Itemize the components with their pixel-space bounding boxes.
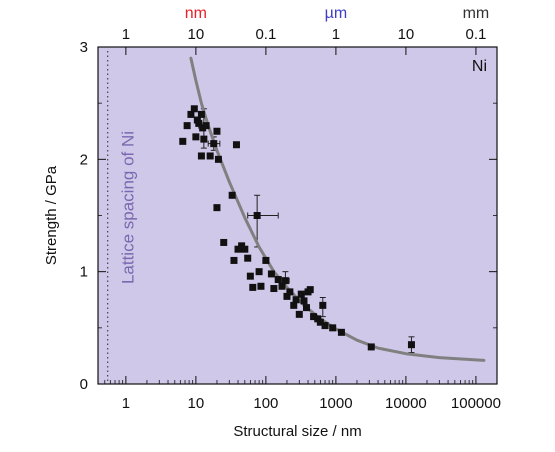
data-point-35 [281,277,289,285]
data-point-38 [290,301,298,309]
x-tick-label-10: 10 [188,395,205,412]
data-point-25 [246,272,254,280]
data-point-2 [187,110,195,118]
data-point-3 [190,105,198,113]
data-point-34 [278,282,286,290]
x-tick-label-100: 100 [253,395,278,412]
data-point-41 [297,290,305,298]
top-units: nm µm mm [185,5,489,22]
data-point-14 [213,127,221,135]
data-point-6 [195,119,203,127]
error-bar-2 [247,194,279,248]
data-point-48 [316,318,324,326]
ni-label: Ni [472,58,487,75]
y-tick-label-0: 0 [80,376,88,393]
data-point-45 [306,286,314,294]
data-point-42 [300,297,308,305]
data-point-18 [213,204,221,212]
top-tick-label-0: 1 [122,26,130,43]
data-point-23 [241,245,249,253]
data-point-51 [329,324,337,332]
top-ticks: 1 10 0.1 1 10 0.1 [122,26,486,55]
data-point-30 [262,256,270,264]
data-point-20 [230,256,238,264]
x-tick-label-1000: 1000 [319,395,352,412]
data-point-46 [310,313,318,321]
data-points [179,105,415,351]
data-point-26 [249,283,257,291]
top-tick-label-3: 1 [332,26,340,43]
x-ticks: 1 10 100 1000 10000 100000 [104,376,501,412]
y-axis-label: Strength / GPa [43,165,60,265]
data-point-29 [257,282,265,290]
top-unit-nm: nm [185,5,207,22]
data-point-50 [321,322,329,330]
data-point-21 [234,245,242,253]
plot-background [98,47,497,384]
top-tick-label-5: 0.1 [465,26,486,43]
top-tick-label-2: 0.1 [255,26,276,43]
data-point-12 [206,152,214,160]
data-point-49 [319,301,327,309]
data-point-32 [270,285,278,293]
top-unit-mm: mm [463,5,490,22]
data-point-28 [255,268,263,276]
data-point-4 [192,133,200,141]
lattice-spacing-label: Lattice spacing of Ni [119,131,138,284]
data-point-40 [295,310,303,318]
y-tick-label-3: 3 [80,39,88,56]
data-point-52 [337,328,345,336]
data-point-53 [367,343,375,351]
top-tick-label-1: 10 [188,26,205,43]
x-axis-label: Structural size / nm [233,423,361,440]
data-point-27 [253,212,261,219]
plot-frame [97,46,498,385]
x-tick-label-10000: 10000 [385,395,427,412]
data-point-0 [179,137,187,145]
data-point-36 [283,292,291,300]
y-tick-label-2: 2 [80,151,88,168]
data-point-17 [232,141,240,149]
top-tick-label-4: 10 [398,26,415,43]
data-point-11 [197,152,205,160]
data-point-54 [407,341,415,349]
data-point-19 [220,238,228,246]
top-unit-µm: µm [325,5,348,22]
data-point-33 [274,276,282,284]
data-point-31 [267,270,275,278]
data-point-1 [183,122,191,130]
x-tick-label-100000: 100000 [451,395,501,412]
data-point-10 [202,122,210,130]
x-tick-label-1: 1 [122,395,130,412]
data-point-9 [200,135,208,143]
data-point-13 [210,140,218,148]
data-point-24 [244,254,252,262]
data-point-43 [302,304,310,312]
y-tick-label-1: 1 [80,264,88,281]
data-point-7 [197,110,205,118]
data-point-15 [214,155,222,163]
data-point-39 [292,296,300,304]
data-point-16 [228,191,236,199]
data-point-37 [286,288,294,296]
